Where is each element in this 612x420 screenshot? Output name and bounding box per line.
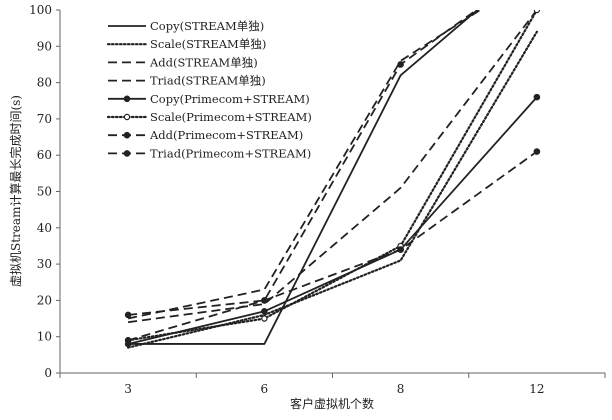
x-tick-label: 3 [124, 382, 132, 396]
legend-item: Add(STREAM单独) [108, 55, 258, 69]
data-point [397, 246, 404, 253]
x-tick-label: 6 [261, 382, 269, 396]
data-point [533, 10, 541, 14]
legend-marker [123, 113, 131, 121]
data-point [261, 297, 268, 304]
data-point [261, 307, 268, 315]
legend-item: Scale(STREAM单独) [106, 37, 266, 51]
legend-marker [123, 95, 131, 103]
y-tick-label: 70 [37, 112, 52, 126]
legend-item: Triad(Primecom+STREAM) [108, 146, 311, 160]
y-axis-title: 虚拟机Stream计算最长完成时间(s) [8, 95, 23, 287]
x-axis-title: 客户虚拟机个数 [290, 396, 374, 411]
data-point [261, 315, 268, 322]
series-line [127, 30, 538, 349]
legend-label: Scale(STREAM单独) [150, 37, 266, 51]
data-point [124, 311, 132, 319]
series-7 [124, 10, 478, 319]
series-2 [128, 10, 538, 324]
legend-item: Copy(Primecom+STREAM) [108, 92, 310, 106]
legend-label: Copy(STREAM单独) [150, 19, 264, 33]
legend-item: Add(Primecom+STREAM) [108, 128, 303, 142]
series-0 [128, 10, 479, 345]
y-tick-label: 0 [44, 366, 52, 380]
legend-marker [123, 131, 131, 139]
y-tick-label: 100 [29, 3, 52, 17]
axes [56, 9, 606, 378]
series-line [128, 10, 479, 345]
y-tick-label: 90 [37, 39, 52, 53]
y-tick-label: 20 [37, 293, 52, 307]
y-tick-label: 80 [37, 76, 52, 90]
legend-label: Triad(STREAM单独) [150, 74, 266, 88]
series-line [127, 150, 538, 342]
legend: Copy(STREAM单独) Scale(STREAM单独) Add(STREAM单… [106, 19, 312, 160]
y-tick-label: 60 [37, 148, 52, 162]
series-3 [127, 10, 482, 320]
legend-label: Copy(Primecom+STREAM) [150, 92, 310, 106]
legend-label: Scale(Primecom+STREAM) [150, 110, 312, 124]
legend-item: Copy(STREAM单独) [108, 19, 264, 33]
series-line [127, 10, 482, 320]
y-tick-label: 40 [37, 221, 52, 235]
legend-label: Add(Primecom+STREAM) [149, 128, 303, 142]
series-1 [127, 30, 538, 349]
series-line [127, 96, 538, 345]
legend-item: Scale(Primecom+STREAM) [106, 110, 312, 124]
legend-marker [123, 150, 131, 157]
x-tick-label: 12 [529, 382, 544, 396]
data-point [533, 148, 541, 155]
legend-label: Triad(Primecom+STREAM) [150, 146, 311, 160]
y-tick-label: 50 [37, 185, 52, 199]
data-point [124, 337, 132, 344]
tick-labels: 0 10 20 30 40 50 60 70 80 90 100 3 6 8 12 [29, 3, 544, 396]
x-tick-label: 8 [397, 382, 405, 396]
series-line [128, 10, 538, 324]
y-tick-label: 10 [37, 330, 52, 344]
data-point [533, 93, 541, 101]
legend-label: Add(STREAM单独) [149, 55, 258, 69]
y-tick-label: 30 [37, 257, 52, 271]
legend-item: Triad(STREAM单独) [108, 74, 266, 88]
series-line [128, 10, 478, 316]
series-line [127, 10, 538, 342]
data-point [397, 61, 404, 68]
series-group [124, 10, 541, 349]
